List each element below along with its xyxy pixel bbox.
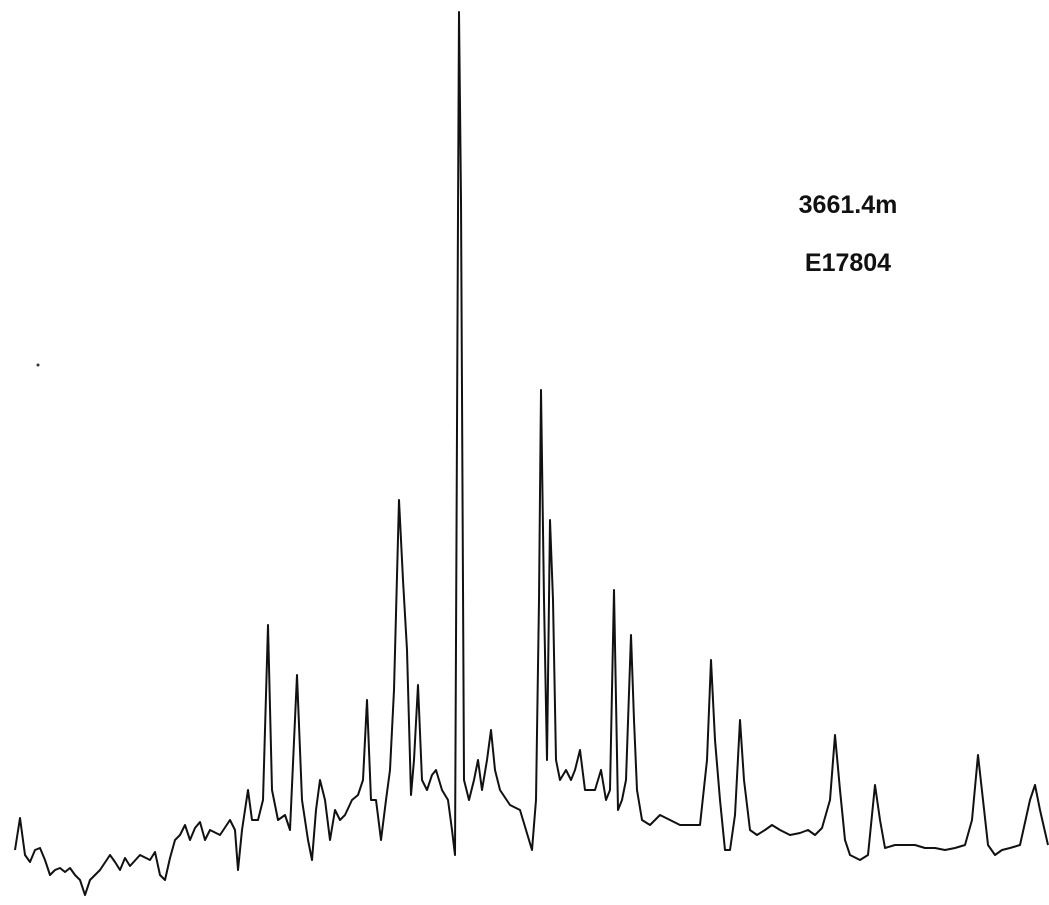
annotation: E17804: [805, 249, 891, 277]
trace-line: [14, 11, 1049, 896]
annotation: 3661.4m: [799, 191, 898, 219]
speck: [36, 363, 40, 367]
